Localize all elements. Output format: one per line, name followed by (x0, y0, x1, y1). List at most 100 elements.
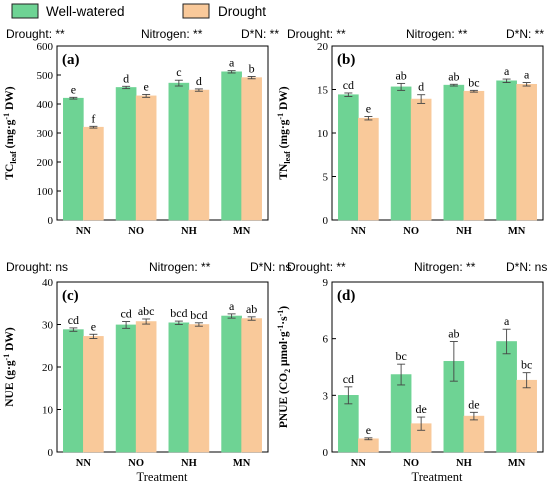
y-axis-label-part: leaf (9, 151, 18, 164)
significance-letter: cd (343, 78, 354, 92)
bar (221, 71, 242, 221)
bar (390, 86, 412, 221)
chart-panel-2: Drought: ** Nitrogen: ** D*N: ** (b) 0 5 10 15 2… (276, 27, 544, 237)
bar (115, 324, 137, 453)
chart-panel-3: Drought: ns Nitrogen: ** D*N: ns (c) 0 10 20 30… (2, 260, 291, 484)
significance-letter: cd (120, 307, 131, 321)
x-tick-label: NN (351, 226, 367, 237)
y-tick-label: 5 (323, 172, 329, 184)
stat-text: Nitrogen: ** (141, 27, 203, 41)
significance-letter: e (91, 319, 96, 333)
bar (168, 82, 190, 221)
stat-text: Nitrogen: ** (414, 260, 476, 274)
bar (188, 324, 210, 453)
significance-letter: b (249, 61, 255, 75)
chart-panels: Drought: ** Nitrogen: ** D*N: **(a)0100200… (2, 27, 547, 484)
significance-letter: ab (395, 68, 406, 82)
bar (443, 84, 465, 221)
significance-letter: ab (448, 327, 459, 341)
y-axis-label-part: DW) (4, 327, 16, 354)
x-tick-label: MN (233, 226, 251, 237)
stat-text: Drought: ** (287, 27, 346, 41)
y-tick-label: 15 (317, 85, 329, 97)
stat-text: Nitrogen: ** (149, 260, 211, 274)
bar (463, 90, 485, 221)
y-axis-label-part: ·s (278, 316, 290, 325)
bar (358, 117, 379, 221)
y-axis-label-part: 2 (283, 369, 292, 373)
significance-letter: e (366, 101, 371, 115)
stat-text: D*N: ns (506, 260, 547, 274)
x-tick-label: MN (508, 226, 526, 237)
significance-letter: a (229, 56, 235, 70)
bar (221, 315, 242, 453)
x-tick-label: NO (128, 458, 144, 469)
y-axis-label-part: -1 (2, 113, 11, 120)
significance-letter: ab (246, 302, 257, 316)
significance-letter: bc (395, 349, 406, 363)
y-tick-label: 100 (37, 186, 54, 198)
x-tick-label: NN (351, 458, 367, 469)
significance-letter: a (229, 299, 235, 313)
y-axis-label-part: μmol·g (278, 331, 290, 369)
y-axis-label-part: TC (4, 164, 16, 180)
bar (135, 95, 157, 221)
y-tick-label: 500 (37, 70, 54, 82)
legend: Well-watered Drought (11, 3, 266, 19)
y-axis-label-part: TN (278, 163, 290, 180)
x-tick-label: MN (508, 458, 526, 469)
significance-letter: a (524, 68, 530, 82)
significance-letter: bc (468, 75, 479, 89)
y-tick-label: 9 (323, 277, 329, 289)
legend-swatch-well-watered (11, 3, 39, 19)
significance-letter: f (91, 111, 95, 125)
x-axis-title: Treatment (137, 470, 188, 484)
bar (338, 94, 359, 221)
y-axis-label: PNUE (CO2 μmol·g-1·s-1) (276, 306, 292, 428)
bar (135, 321, 157, 453)
y-axis-label-part: ) (278, 306, 290, 310)
bar (390, 374, 412, 453)
significance-letter: cd (68, 313, 79, 327)
y-axis-label: TNleaf (mg·g-1 DW) (276, 86, 292, 179)
y-tick-label: 0 (323, 447, 329, 459)
plot-frame (331, 281, 544, 453)
y-tick-label: 10 (317, 128, 329, 140)
bar (83, 126, 104, 221)
stat-text: Drought: ** (6, 27, 65, 41)
significance-letter: d (196, 74, 202, 88)
bar (63, 97, 84, 221)
x-axis-title: Treatment (412, 470, 463, 484)
stat-text: Drought: ns (6, 260, 68, 274)
y-axis-label-part: NUE (g·g (4, 360, 16, 407)
y-axis-label-part: PNUE (CO (278, 373, 290, 428)
y-axis-label-part: DW) (278, 86, 290, 113)
significance-letter: e (143, 79, 148, 93)
y-axis-label-part: -1 (276, 310, 285, 317)
y-axis-label-part: -1 (276, 113, 285, 120)
y-axis-label: NUE (g·g-1 DW) (2, 327, 16, 407)
significance-letter: e (366, 423, 371, 437)
y-tick-label: 40 (42, 277, 54, 289)
x-tick-label: NH (456, 226, 472, 237)
bar (83, 336, 104, 453)
y-axis-label: TCleaf (mg·g-1 DW) (2, 86, 18, 179)
bar (463, 415, 485, 453)
y-tick-label: 200 (37, 157, 54, 169)
y-axis-label-part: -1 (276, 325, 285, 332)
stat-text: Nitrogen: ** (406, 27, 468, 41)
x-tick-label: NO (403, 226, 419, 237)
y-tick-label: 20 (317, 41, 329, 53)
bar (358, 438, 379, 453)
significance-letter: e (71, 82, 76, 96)
x-tick-label: NH (456, 458, 472, 469)
bar (496, 80, 517, 221)
panel-label: (c) (62, 288, 79, 304)
significance-letter: d (418, 80, 424, 94)
significance-letter: bc (521, 358, 532, 372)
legend-label-well-watered: Well-watered (46, 4, 125, 19)
bar (496, 341, 517, 453)
stat-text: Drought: ** (287, 260, 346, 274)
bar (516, 379, 537, 453)
y-tick-label: 6 (323, 334, 329, 346)
